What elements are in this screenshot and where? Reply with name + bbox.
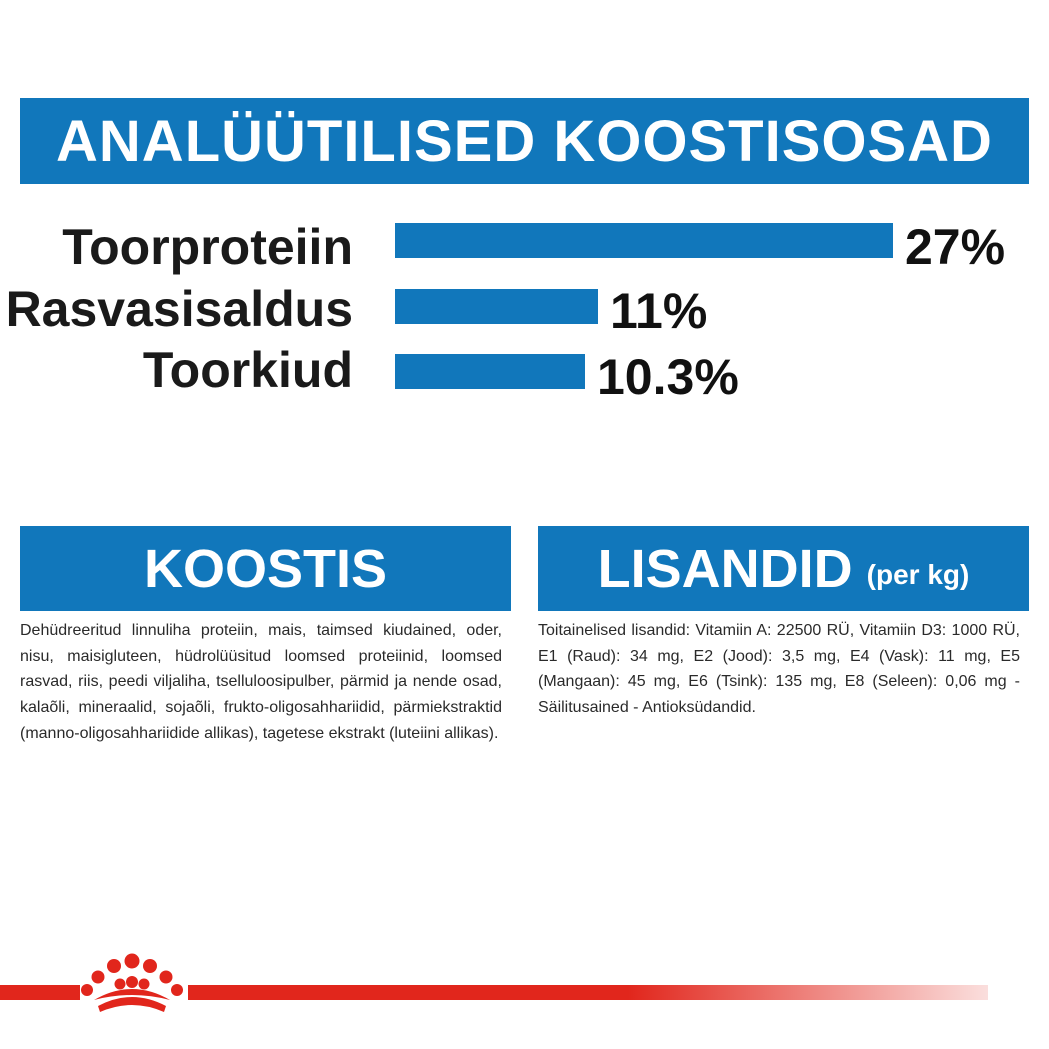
nutrient-value-fat: 11%: [610, 283, 708, 339]
composition-text: Dehüdreeritud linnuliha proteiin, mais, …: [20, 622, 502, 742]
nutrient-value-fibre: 10.3%: [597, 349, 739, 405]
additives-unit: (per kg): [866, 558, 970, 590]
footer-stripe-left: [0, 985, 80, 1000]
nutrient-value-protein: 27%: [905, 219, 1006, 275]
composition-header: KOOSTIS: [20, 526, 511, 611]
additives-title: LISANDID: [597, 538, 853, 599]
additives-text: Toitainelised lisandid: Vitamiin A: 2250…: [538, 622, 1020, 717]
additives-header: LISANDID (per kg): [538, 526, 1029, 611]
nutrient-label-protein: Toorproteiin: [62, 219, 353, 275]
nutrient-bar-fibre: [395, 354, 585, 389]
nutrient-bar-protein: [395, 223, 893, 258]
footer-stripe-right: [188, 985, 988, 1000]
nutrient-label-fat: Rasvasisaldus: [5, 281, 353, 337]
analytical-constituents-header: ANALÜÜTILISED KOOSTISOSAD: [20, 98, 1029, 184]
royal-canin-crown-icon: [81, 953, 183, 1012]
nutrient-bar-fat: [395, 289, 598, 324]
composition-title: KOOSTIS: [143, 538, 388, 599]
nutrient-label-fibre: Toorkiud: [142, 342, 353, 398]
analytical-constituents-title: ANALÜÜTILISED KOOSTISOSAD: [56, 108, 993, 174]
